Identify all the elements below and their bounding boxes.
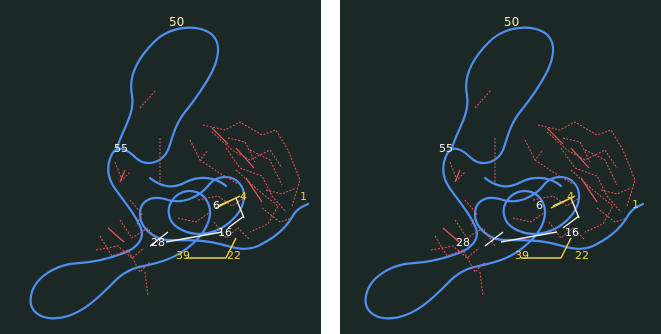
side-chains <box>430 89 636 297</box>
backbone-trace <box>364 26 645 320</box>
label-inner-a: 6 <box>213 199 220 212</box>
label-mid: 39 <box>515 249 529 262</box>
yellow-bonds <box>186 195 241 259</box>
label-mid-left: 28 <box>456 236 470 249</box>
label-mid-left: 28 <box>151 236 165 249</box>
label-end: 1 <box>632 198 639 211</box>
right-stereo-image: 50 55 28 39 22 6 4 16 1 <box>340 0 661 334</box>
side-chains-solid <box>107 127 263 243</box>
yellow-bonds <box>521 195 576 259</box>
label-inner-b: 4 <box>240 190 247 203</box>
label-inner-a: 6 <box>536 199 543 212</box>
label-inner-b: 4 <box>567 190 574 203</box>
label-top: 50 <box>504 15 519 29</box>
backbone-trace <box>29 26 310 320</box>
label-top: 50 <box>169 15 184 29</box>
right-molecule-svg: 50 55 28 39 22 6 4 16 1 <box>364 15 645 320</box>
label-mid: 39 <box>176 249 190 262</box>
side-chains <box>95 89 301 297</box>
label-left: 55 <box>439 142 453 155</box>
label-end: 1 <box>300 190 307 203</box>
label-inner-c: 16 <box>218 226 232 239</box>
label-mid-right: 22 <box>227 249 241 262</box>
label-mid-right: 22 <box>575 249 589 262</box>
left-stereo-image: 50 55 28 39 22 6 4 16 1 <box>0 0 321 334</box>
label-inner-c: 16 <box>565 226 579 239</box>
left-molecule-svg: 50 55 28 39 22 6 4 16 1 <box>29 15 310 320</box>
side-chains-solid <box>442 127 598 243</box>
label-left: 55 <box>114 142 128 155</box>
